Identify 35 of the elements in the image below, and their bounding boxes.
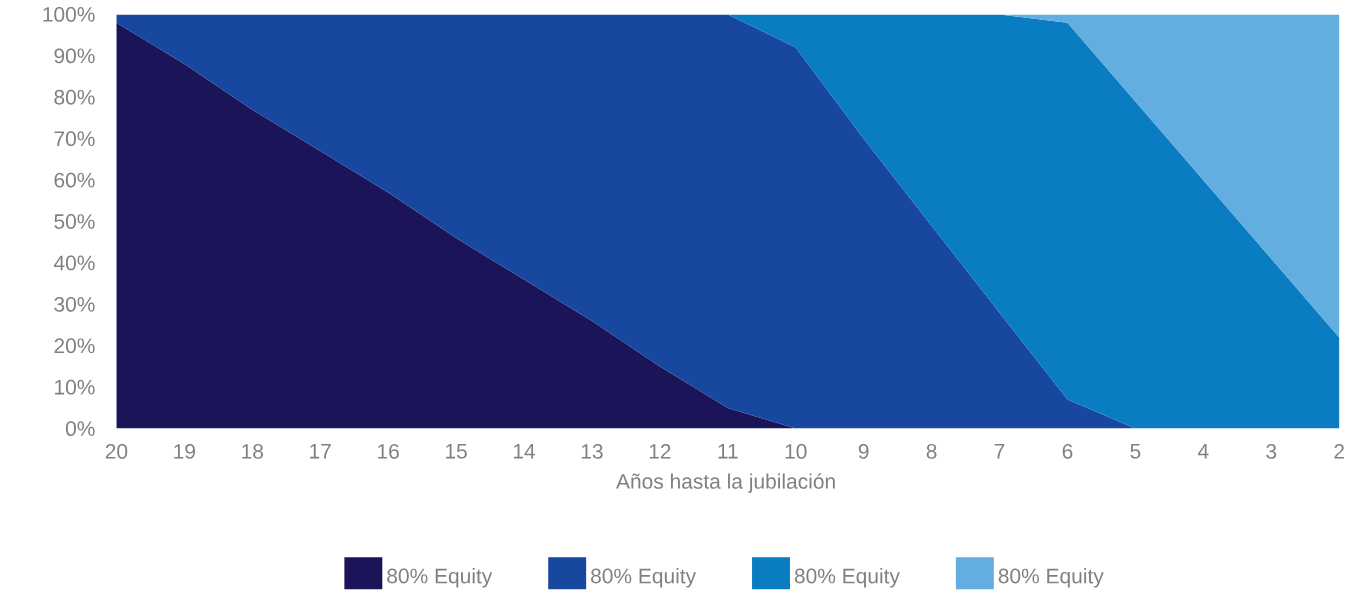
x-tick-label: 19 [174, 443, 195, 459]
x-tick-label: 13 [581, 443, 603, 459]
x-tick-label: 4 [1197, 443, 1209, 459]
y-tick-label: 100% [43, 6, 95, 22]
y-tick-label: 20% [54, 338, 95, 354]
y-tick-label: 30% [54, 296, 95, 312]
y-tick-label: 0% [65, 421, 95, 436]
x-tick-label: 5 [1130, 443, 1141, 459]
x-tick-label: 17 [310, 443, 331, 459]
legend-label: 80% Equity [794, 567, 900, 588]
x-tick-label: 9 [858, 443, 869, 459]
x-axis-title: Años hasta la jubilación [616, 473, 835, 493]
legend-label: 80% Equity [387, 567, 493, 588]
x-tick-label: 12 [649, 443, 671, 459]
y-tick-label: 60% [54, 172, 95, 188]
y-tick-label: 10% [55, 379, 95, 395]
legend-label: 80% Equity [591, 567, 697, 588]
x-tick-label: 18 [242, 443, 263, 459]
x-tick-label: 20 [105, 443, 128, 459]
x-tick-label: 16 [378, 443, 399, 459]
x-tick-label: 10 [785, 443, 807, 459]
y-tick-label: 90% [54, 48, 95, 64]
y-tick-label: 70% [54, 131, 95, 146]
legend-label: 80% Equity [998, 567, 1104, 588]
x-tick-label: 11 [718, 443, 738, 459]
x-tick-label: 7 [994, 443, 1005, 459]
y-tick-label: 50% [54, 213, 95, 229]
x-tick-label: 15 [446, 443, 467, 459]
x-tick-label: 3 [1266, 443, 1277, 459]
x-tick-label: 14 [513, 443, 536, 459]
x-tick-label: 8 [926, 443, 937, 459]
y-tick-label: 40% [53, 255, 95, 271]
y-tick-label: 80% [54, 89, 95, 105]
x-tick-label: 6 [1062, 443, 1073, 459]
x-tick-label: 2 [1334, 443, 1344, 459]
